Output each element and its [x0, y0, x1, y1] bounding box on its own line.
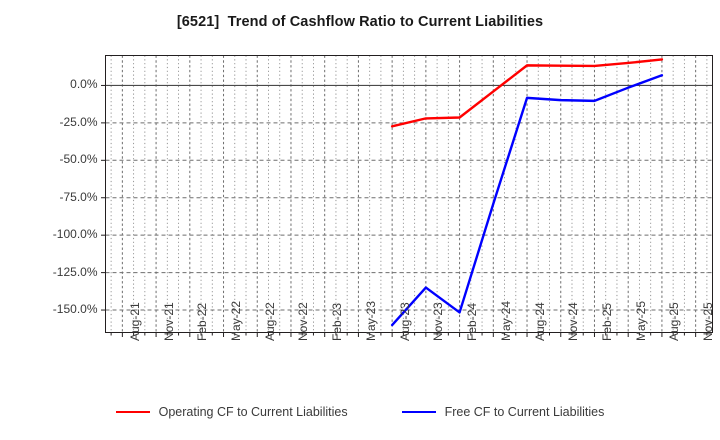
legend-label-free-cf: Free CF to Current Liabilities [444, 405, 605, 419]
y-axis-tick-label: -100.0% [52, 227, 98, 242]
y-axis-tick-label: -150.0% [52, 302, 98, 317]
x-axis-tick-label: May-24 [498, 300, 513, 341]
legend-swatch-operating-cf [115, 411, 150, 413]
y-axis-tick-label: -25.0% [59, 114, 98, 129]
x-axis-tick-label: Nov-23 [431, 301, 446, 341]
x-axis-tick-label: Feb-23 [330, 302, 345, 341]
x-axis-tick-label: Nov-21 [161, 301, 176, 341]
x-axis-tick-label: Aug-24 [532, 301, 547, 341]
legend-swatch-free-cf [401, 411, 436, 413]
x-axis-tick-label: Aug-23 [397, 301, 412, 341]
x-axis-tick-label: Aug-21 [127, 301, 142, 341]
x-axis-tick-label: Aug-25 [667, 301, 682, 341]
y-axis-tick-label: -75.0% [59, 189, 98, 204]
legend-item-operating-cf[interactable]: Operating CF to Current Liabilities [115, 405, 348, 419]
x-axis-tick-label: Feb-22 [195, 302, 210, 341]
legend-label-operating-cf: Operating CF to Current Liabilities [158, 405, 348, 419]
x-axis-tick-label: Nov-25 [701, 301, 716, 341]
legend-item-free-cf[interactable]: Free CF to Current Liabilities [401, 405, 605, 419]
y-axis-tick-label: -50.0% [59, 152, 98, 167]
chart-title: [6521] Trend of Cashflow Ratio to Curren… [176, 14, 544, 30]
grid-major-x-lines [121, 55, 697, 333]
x-axis-ticks [110, 332, 708, 337]
series-lines [390, 58, 664, 327]
x-axis-tick-label: May-22 [229, 300, 244, 341]
x-axis-tick-label: Feb-25 [599, 302, 614, 341]
grid-minor-lines [110, 55, 708, 333]
y-axis-ticks [101, 84, 106, 311]
x-axis-tick-label: Feb-24 [465, 302, 480, 341]
x-axis-tick-label: Nov-22 [296, 301, 311, 341]
x-axis-tick-label: May-25 [633, 300, 648, 341]
x-axis-tick-label: Aug-22 [262, 301, 277, 341]
y-axis-tick-label: 0.0% [70, 77, 98, 92]
x-axis-tick-label: May-23 [363, 300, 378, 341]
grid-major-y-lines [105, 122, 713, 311]
chart-legend: Operating CF to Current Liabilities Free… [0, 405, 720, 419]
x-axis-tick-label: Nov-24 [566, 301, 581, 341]
plot-frame [105, 55, 713, 333]
y-axis-tick-label: -125.0% [52, 264, 98, 279]
